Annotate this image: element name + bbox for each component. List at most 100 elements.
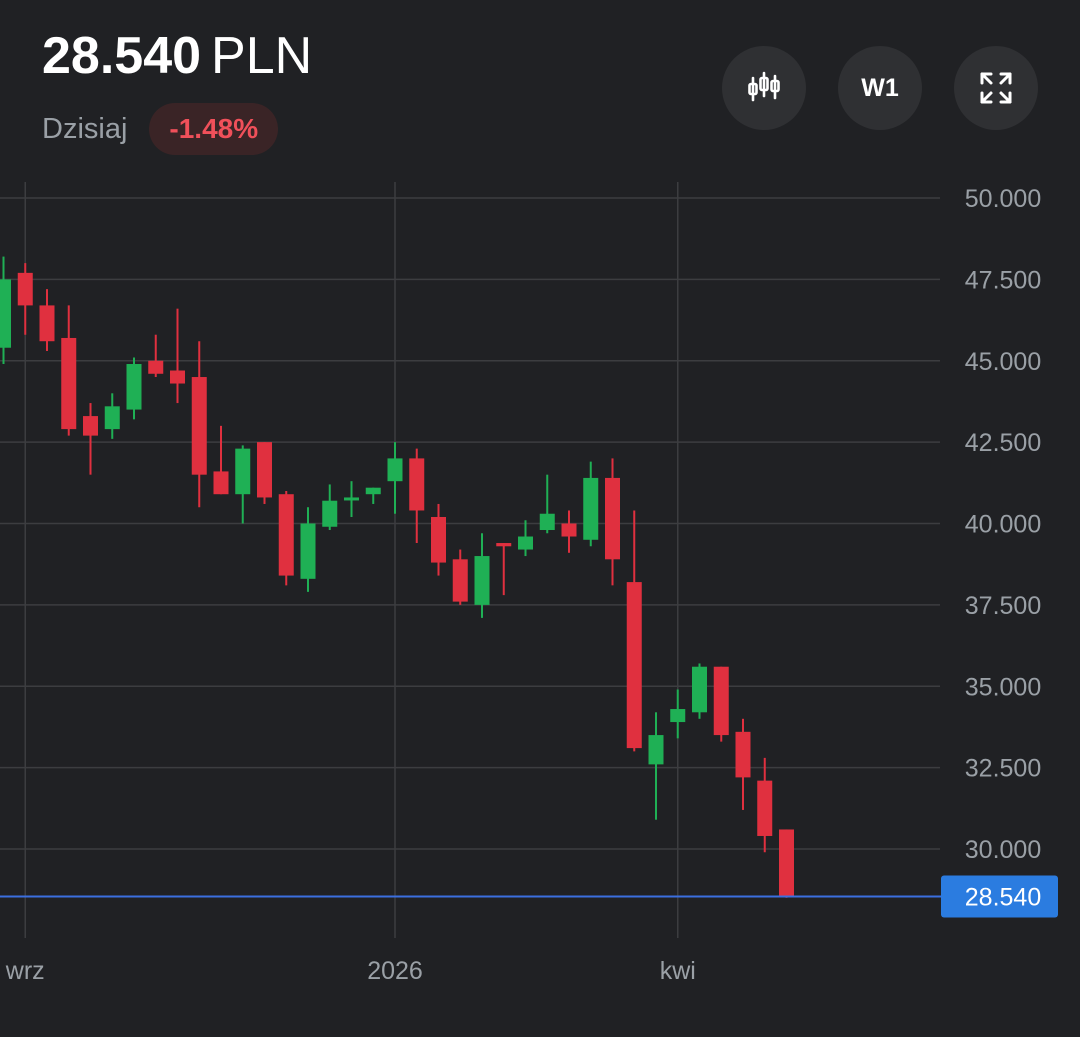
x-axis: wrz 2026 kwi [5, 957, 696, 985]
candle [561, 510, 577, 553]
fullscreen-button[interactable] [954, 46, 1038, 130]
candle [409, 448, 425, 544]
horizontal-grid [0, 197, 940, 850]
candle [257, 442, 272, 504]
candle-body [278, 494, 294, 576]
y-tick-label: 32.500 [965, 755, 1041, 783]
candle [518, 520, 533, 557]
x-tick-label: kwi [660, 957, 696, 985]
candle [626, 510, 642, 752]
period-label: Dzisiaj [42, 112, 128, 145]
candle [17, 263, 33, 335]
y-tick-label: 42.500 [965, 429, 1041, 457]
candle-body [583, 477, 599, 540]
y-tick-label: 50.000 [965, 185, 1041, 213]
currency-label: PLN [211, 27, 313, 85]
candle [104, 393, 120, 439]
candle [452, 549, 468, 605]
current-price-marker: 28.540 [0, 875, 1058, 918]
candles [0, 256, 794, 898]
candle-body [713, 666, 729, 736]
candle-body [365, 487, 381, 495]
candle [648, 712, 664, 820]
candle [170, 308, 185, 404]
candle-body [104, 406, 120, 430]
candle [235, 445, 251, 524]
current-price-label-bg [941, 875, 1058, 918]
candle-body [235, 448, 251, 495]
candle [539, 474, 555, 534]
candle-body [431, 516, 446, 563]
candle-body [605, 477, 620, 560]
candle [344, 481, 359, 517]
candle-body [257, 442, 272, 498]
candle [0, 256, 11, 365]
current-price: 28.540 [42, 27, 202, 85]
candle-body [670, 709, 686, 723]
y-tick-label: 40.000 [965, 511, 1041, 539]
candle [61, 305, 77, 436]
candle [39, 289, 55, 351]
candle [496, 543, 512, 596]
candle [670, 689, 686, 739]
candlestick-icon [748, 71, 780, 102]
change-row: Dzisiaj -1.48% [42, 103, 279, 155]
candle [605, 458, 620, 586]
candle [213, 425, 229, 495]
candle [387, 442, 403, 514]
candle [757, 757, 773, 853]
candle-body [648, 735, 664, 765]
change-badge: -1.48% [149, 103, 279, 155]
candle [735, 718, 751, 810]
candle [322, 484, 338, 531]
y-tick-label: 45.000 [965, 348, 1041, 376]
y-axis: 50.000 47.500 45.000 42.500 40.000 37.500 35.0… [965, 185, 1041, 864]
price-header: 28.540 PLN [42, 24, 312, 88]
candle-body [0, 279, 11, 348]
candle-body [561, 523, 577, 537]
candle-body [518, 536, 533, 550]
expand-icon [980, 72, 1012, 104]
current-price-label: 28.540 [965, 884, 1041, 912]
interval-label: W1 [861, 73, 899, 102]
candle-body [626, 582, 642, 749]
candle-body [39, 305, 55, 342]
x-tick-label: 2026 [367, 957, 423, 985]
candle-body [496, 543, 512, 547]
candle-body [300, 523, 316, 579]
candle-body [83, 416, 98, 436]
candle [278, 490, 294, 586]
y-tick-label: 37.500 [965, 592, 1041, 620]
candle-body [692, 666, 707, 713]
y-tick-label: 47.500 [965, 266, 1041, 294]
candle [83, 403, 98, 475]
candle-body [17, 272, 33, 306]
candle [779, 829, 794, 898]
candle-body [170, 370, 185, 384]
candle-body [126, 364, 142, 410]
x-tick-label: wrz [5, 957, 45, 985]
candle [692, 663, 707, 719]
candle-body [322, 500, 338, 527]
candle [148, 334, 164, 378]
candle-body [387, 458, 403, 482]
candle-body [213, 471, 229, 495]
candle [365, 487, 381, 504]
chart-type-button[interactable] [722, 46, 806, 130]
candle-body [735, 731, 751, 778]
candle-body [344, 497, 359, 501]
candle [126, 357, 142, 420]
candle-body [61, 337, 77, 430]
vertical-grid [24, 182, 679, 938]
candle [583, 461, 599, 547]
candle-body [539, 513, 555, 531]
candle [713, 666, 729, 742]
candle-body [409, 458, 425, 511]
interval-button[interactable]: W1 [838, 46, 922, 130]
y-tick-label: 30.000 [965, 836, 1041, 864]
candle-body [779, 829, 794, 897]
candle [300, 507, 316, 592]
candle [191, 341, 207, 508]
y-tick-label: 35.000 [965, 673, 1041, 701]
